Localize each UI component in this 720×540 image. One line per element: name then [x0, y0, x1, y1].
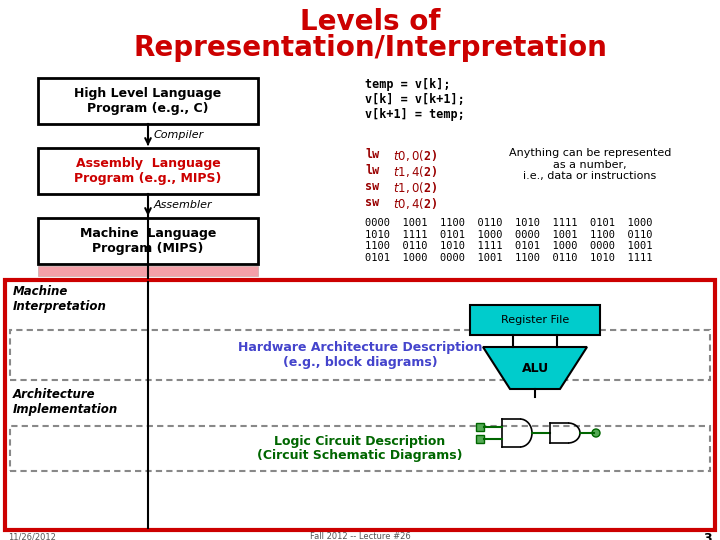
- Text: lw: lw: [365, 164, 379, 177]
- Text: Assembler: Assembler: [154, 200, 212, 210]
- Bar: [38, 148, 258, 194]
- Text: sw: sw: [365, 196, 379, 209]
- Text: 0000  1001  1100  0110  1010  1111  0101  1000
1010  1111  0101  1000  0000  100: 0000 1001 1100 0110 1010 1111 0101 1000 …: [365, 218, 652, 263]
- Text: Machine
Interpretation: Machine Interpretation: [13, 285, 107, 313]
- Text: Anything can be represented
as a number,
i.e., data or instructions: Anything can be represented as a number,…: [509, 148, 671, 181]
- Text: Assembly  Language
Program (e.g., MIPS): Assembly Language Program (e.g., MIPS): [74, 157, 222, 185]
- Text: Machine  Language
Program (MIPS): Machine Language Program (MIPS): [80, 227, 216, 255]
- Text: $t0, 4($2): $t0, 4($2): [393, 196, 437, 211]
- Text: Representation/Interpretation: Representation/Interpretation: [133, 34, 607, 62]
- Text: ALU: ALU: [521, 361, 549, 375]
- Bar: [476, 423, 484, 431]
- Text: Register File: Register File: [501, 315, 569, 325]
- Text: Levels of: Levels of: [300, 8, 440, 36]
- Bar: [476, 435, 484, 443]
- Text: $t0, 0($2): $t0, 0($2): [393, 148, 437, 163]
- Bar: [5, 280, 715, 530]
- Bar: [38, 218, 258, 264]
- Bar: [10, 330, 710, 380]
- Circle shape: [592, 429, 600, 437]
- Text: $t1, 4($2): $t1, 4($2): [393, 164, 437, 179]
- Bar: [38, 266, 258, 276]
- Text: sw: sw: [365, 180, 379, 193]
- Text: Fall 2012 -- Lecture #26: Fall 2012 -- Lecture #26: [310, 532, 410, 540]
- Bar: [10, 426, 710, 471]
- Text: High Level Language
Program (e.g., C): High Level Language Program (e.g., C): [74, 87, 222, 115]
- Text: Logic Circuit Description
(Circuit Schematic Diagrams): Logic Circuit Description (Circuit Schem…: [257, 435, 463, 462]
- Text: Hardware Architecture Description
(e.g., block diagrams): Hardware Architecture Description (e.g.,…: [238, 341, 482, 369]
- Text: Architecture
Implementation: Architecture Implementation: [13, 388, 118, 416]
- Text: 3: 3: [703, 532, 712, 540]
- Bar: [38, 78, 258, 124]
- Polygon shape: [483, 347, 587, 389]
- Text: temp = v[k];
v[k] = v[k+1];
v[k+1] = temp;: temp = v[k]; v[k] = v[k+1]; v[k+1] = tem…: [365, 78, 464, 121]
- Text: $t1, 0($2): $t1, 0($2): [393, 180, 437, 195]
- Text: Compiler: Compiler: [154, 130, 204, 140]
- Bar: [470, 305, 600, 335]
- Text: 11/26/2012: 11/26/2012: [8, 532, 56, 540]
- Text: lw: lw: [365, 148, 379, 161]
